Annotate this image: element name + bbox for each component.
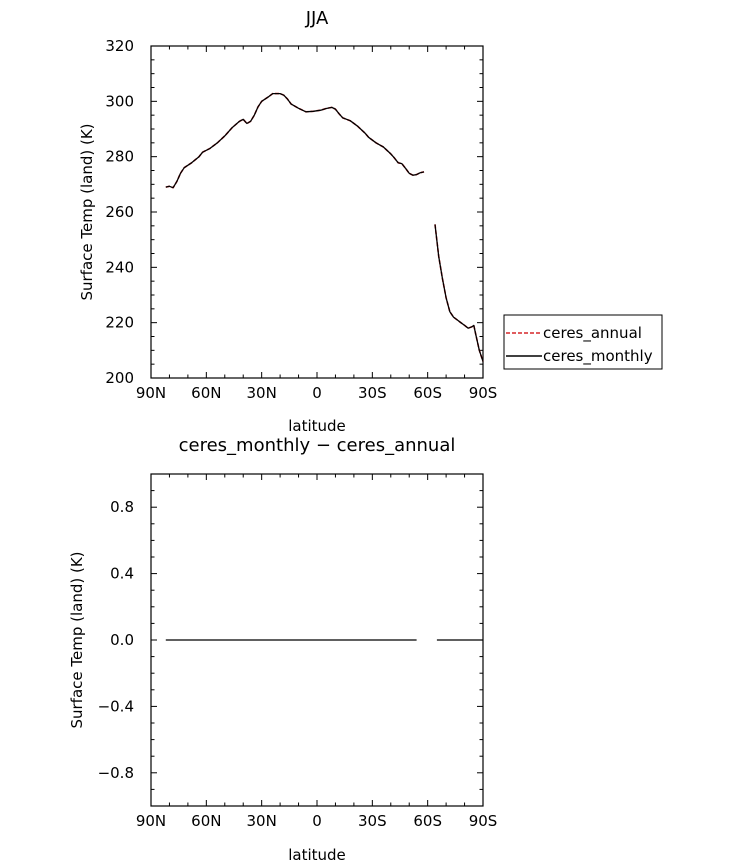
y-tick-label: 260 [105, 203, 134, 221]
y-tick-label: −0.4 [98, 697, 134, 715]
x-tick-label: 90S [469, 384, 498, 402]
x-tick-label: 30S [358, 384, 387, 402]
chart-panel-1: 90N 60N 30N 0 30S 60S 90S 320 300 280 260 240 220 200… [78, 8, 663, 435]
legend-box [503, 314, 663, 370]
y-tick-label: 220 [105, 314, 134, 332]
legend: ceres_annual ceres_monthly [503, 314, 663, 370]
series-line-ceres_monthly-seg1 [434, 224, 484, 362]
y-tick-label: 0.0 [110, 631, 134, 649]
y-axis-label: Surface Temp (land) (K) [68, 551, 86, 728]
x-tick-label: 60N [191, 384, 221, 402]
x-tick-label: 0 [312, 812, 322, 830]
y-tick-label: 280 [105, 148, 134, 166]
y-tick-label: 200 [105, 369, 134, 387]
x-axis-label: latitude [288, 846, 346, 864]
series-line-ceres_monthly-seg0 [165, 92, 425, 189]
x-tick-label: 90S [469, 812, 498, 830]
y-tick-label: −0.8 [98, 764, 134, 782]
series-line-ceres_annual-seg0 [165, 92, 425, 189]
series-line-ceres_annual-seg1 [434, 224, 484, 362]
y-axis-label: Surface Temp (land) (K) [78, 123, 96, 300]
chart-title: ceres_monthly − ceres_annual [179, 435, 456, 456]
x-tick-label: 90N [136, 384, 166, 402]
chart-title: JJA [305, 8, 329, 29]
y-tick-label: 240 [105, 258, 134, 276]
legend-label-ceres_monthly: ceres_monthly [543, 347, 653, 366]
x-tick-label: 0 [312, 384, 322, 402]
plot-frame [150, 45, 484, 379]
x-axis-label: latitude [288, 417, 346, 435]
x-tick-label: 30N [247, 384, 277, 402]
x-tick-label: 30N [247, 812, 277, 830]
y-tick-label: 0.4 [110, 565, 134, 583]
x-tick-label: 90N [136, 812, 166, 830]
y-tick-label: 300 [105, 92, 134, 110]
x-tick-label: 60N [191, 812, 221, 830]
legend-label-ceres_annual: ceres_annual [543, 324, 642, 343]
chart-panel-2: 90N 60N 30N 0 30S 60S 90S 0.8 0.4 0.0 −0.4 −0.8 cere… [68, 435, 497, 864]
x-tick-label: 30S [358, 812, 387, 830]
y-tick-label: 320 [105, 37, 134, 55]
x-tick-label: 60S [413, 812, 442, 830]
x-tick-label: 60S [413, 384, 442, 402]
y-tick-label: 0.8 [110, 498, 134, 516]
